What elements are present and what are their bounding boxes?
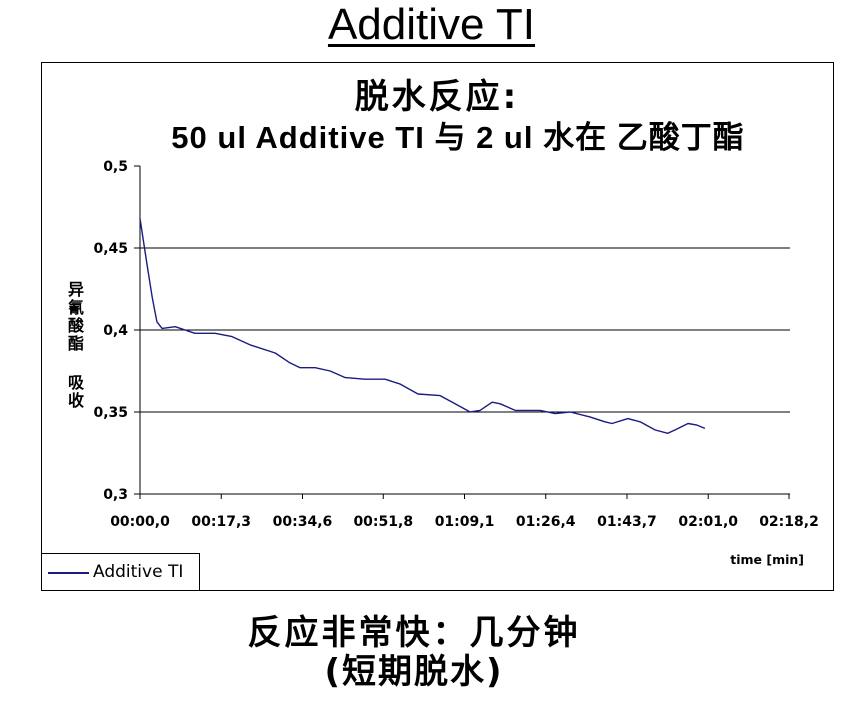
page-title: Additive TI xyxy=(327,0,536,49)
legend-swatch xyxy=(48,572,89,574)
legend-label: Additive TI xyxy=(93,562,184,582)
footer-line-2: (短期脱水) xyxy=(324,652,504,692)
chart-title: 脱水反应: xyxy=(354,77,520,117)
chart-frame xyxy=(41,62,834,591)
legend: Additive TI xyxy=(41,553,200,591)
footer-line-1: 反应非常快：几分钟 xyxy=(247,613,581,653)
y-axis-label: 异氰酸酯 吸收 xyxy=(65,281,84,410)
chart-subtitle: 50 ul Additive TI 与 2 ul 水在 乙酸丁酯 xyxy=(171,120,745,155)
